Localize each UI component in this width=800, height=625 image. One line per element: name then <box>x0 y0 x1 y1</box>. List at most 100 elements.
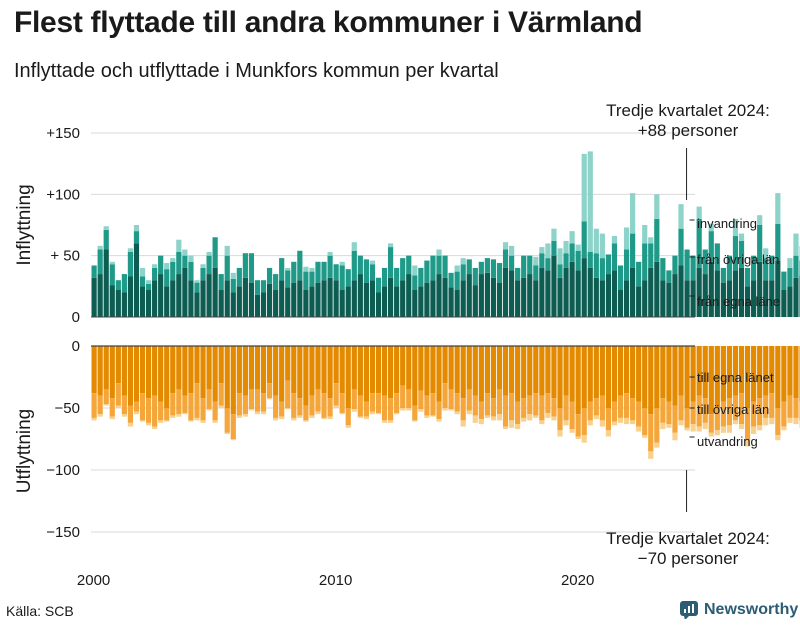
bar-segment-inflyttning <box>176 251 182 275</box>
bar-segment-utflyttning <box>666 424 672 428</box>
bar-segment-inflyttning <box>345 286 351 317</box>
bar-segment-utflyttning <box>551 398 557 417</box>
bar-segment-utflyttning <box>164 408 170 421</box>
bar-segment-utflyttning <box>599 420 605 427</box>
bar-segment-inflyttning <box>726 255 733 281</box>
bar-segment-utflyttning <box>273 346 279 396</box>
bar-segment-utflyttning <box>648 451 654 459</box>
bar-segment-utflyttning <box>738 393 745 425</box>
newsworthy-logo[interactable]: Newsworthy <box>680 601 798 619</box>
bar-segment-utflyttning <box>448 409 454 411</box>
bar-segment-inflyttning <box>442 277 448 317</box>
bar-segment-inflyttning <box>708 261 714 317</box>
chart-subtitle: Inflyttade och utflyttade i Munkfors kom… <box>14 60 499 82</box>
y-tick-label-top: +100 <box>46 186 80 203</box>
bar-segment-inflyttning <box>206 255 212 275</box>
bar-segment-inflyttning <box>460 280 466 317</box>
bar-segment-utflyttning <box>315 389 321 412</box>
bar-segment-utflyttning <box>502 426 509 430</box>
bar-segment-utflyttning <box>218 346 224 384</box>
bar-segment-utflyttning <box>97 346 103 396</box>
bar-segment-utflyttning <box>424 415 430 418</box>
bar-segment-inflyttning <box>581 258 587 317</box>
bar-segment-inflyttning <box>164 286 170 317</box>
bar-segment-utflyttning <box>345 425 351 428</box>
bar-segment-utflyttning <box>369 346 376 394</box>
series-label-in_other: från övriga län <box>697 252 779 267</box>
bar-segment-utflyttning <box>732 395 739 421</box>
bar-segment-inflyttning <box>630 193 636 234</box>
annotation-top-line2: +88 personer <box>638 121 739 140</box>
bar-segment-inflyttning <box>303 271 309 291</box>
bar-segment-inflyttning <box>617 265 624 291</box>
bar-segment-inflyttning <box>732 218 739 237</box>
bar-segment-inflyttning <box>539 253 545 268</box>
bar-segment-utflyttning <box>775 408 781 436</box>
bar-segment-utflyttning <box>793 398 799 418</box>
bar-segment-utflyttning <box>412 346 418 406</box>
bar-segment-inflyttning <box>696 218 702 268</box>
bar-segment-utflyttning <box>690 401 696 425</box>
bar-segment-utflyttning <box>303 420 309 422</box>
bar-segment-utflyttning <box>714 430 720 436</box>
bar-segment-utflyttning <box>357 346 363 396</box>
bar-segment-inflyttning <box>248 282 255 317</box>
bar-segment-inflyttning <box>309 286 315 317</box>
bar-segment-inflyttning <box>363 282 369 317</box>
bar-segment-inflyttning <box>285 270 291 288</box>
y-tick-label-top: 0 <box>72 309 80 326</box>
bar-segment-utflyttning <box>224 432 230 435</box>
bar-segment-utflyttning <box>400 346 406 386</box>
bar-segment-inflyttning <box>127 248 134 252</box>
bar-segment-utflyttning <box>297 415 303 418</box>
bar-segment-inflyttning <box>412 290 418 317</box>
bar-segment-utflyttning <box>496 389 503 415</box>
bar-segment-utflyttning <box>224 408 230 433</box>
bar-segment-inflyttning <box>539 267 545 317</box>
bar-segment-utflyttning <box>702 346 708 399</box>
bar-segment-utflyttning <box>182 346 188 396</box>
bar-segment-utflyttning <box>109 346 115 399</box>
bar-segment-utflyttning <box>375 346 382 394</box>
bar-segment-inflyttning <box>738 267 745 317</box>
bar-segment-utflyttning <box>357 395 363 417</box>
bar-segment-utflyttning <box>630 398 636 421</box>
bar-segment-utflyttning <box>333 346 339 384</box>
bar-segment-utflyttning <box>127 405 134 423</box>
bar-segment-utflyttning <box>363 416 369 420</box>
bar-segment-inflyttning <box>248 253 255 283</box>
bar-segment-inflyttning <box>182 267 188 317</box>
bar-segment-inflyttning <box>678 265 684 317</box>
bar-segment-inflyttning <box>254 280 261 295</box>
bar-segment-inflyttning <box>369 280 376 317</box>
bar-segment-inflyttning <box>763 280 769 317</box>
bar-segment-utflyttning <box>381 420 388 423</box>
bar-segment-utflyttning <box>708 414 714 433</box>
bar-segment-inflyttning <box>315 261 321 283</box>
bar-segment-inflyttning <box>333 280 339 317</box>
bar-segment-inflyttning <box>502 267 509 317</box>
bar-segment-inflyttning <box>738 240 745 268</box>
bar-segment-utflyttning <box>539 420 545 425</box>
bar-segment-utflyttning <box>684 427 690 431</box>
bar-segment-utflyttning <box>357 416 363 418</box>
bar-segment-utflyttning <box>285 346 291 381</box>
bar-segment-utflyttning <box>260 411 267 415</box>
bar-segment-inflyttning <box>200 264 206 268</box>
bar-segment-utflyttning <box>660 422 666 430</box>
bar-segment-utflyttning <box>200 346 206 399</box>
bar-segment-inflyttning <box>642 243 648 281</box>
bar-segment-inflyttning <box>321 280 327 317</box>
bar-segment-utflyttning <box>654 346 660 408</box>
bar-segment-inflyttning <box>200 280 206 317</box>
bar-segment-utflyttning <box>339 346 345 394</box>
bar-segment-inflyttning <box>575 270 581 317</box>
bar-segment-utflyttning <box>769 346 775 394</box>
bar-segment-utflyttning <box>599 395 605 421</box>
bar-segment-inflyttning <box>593 277 599 317</box>
bar-segment-inflyttning <box>787 286 793 317</box>
bar-segment-utflyttning <box>194 346 200 384</box>
bar-segment-utflyttning <box>539 346 545 396</box>
bar-segment-utflyttning <box>636 401 642 427</box>
bar-segment-utflyttning <box>708 432 714 437</box>
